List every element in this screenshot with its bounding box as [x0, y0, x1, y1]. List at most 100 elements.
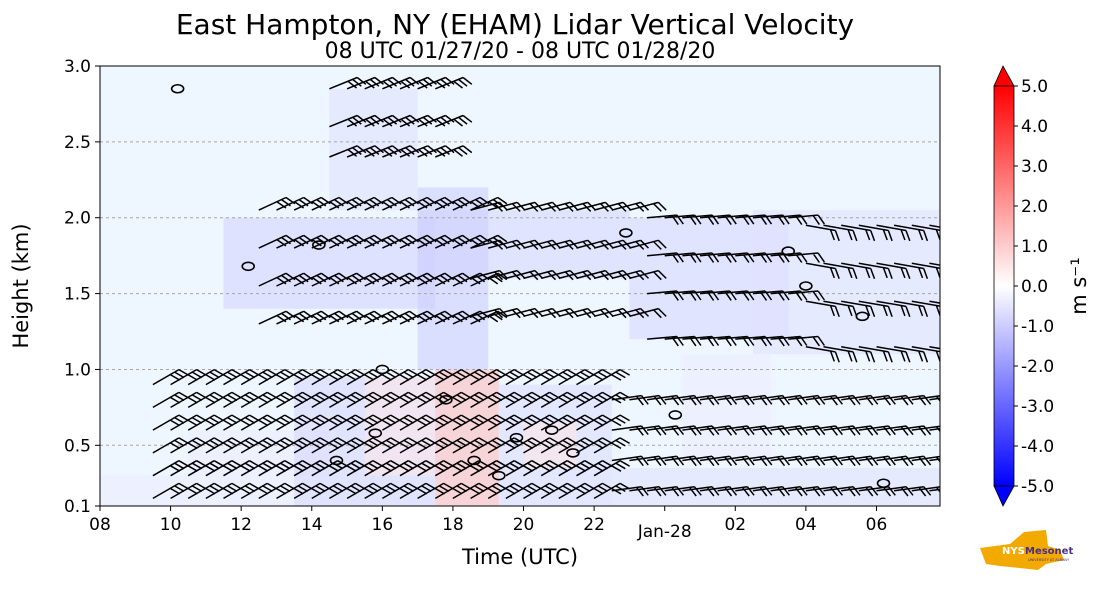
wind-barb [593, 391, 630, 409]
wind-barb [364, 460, 401, 477]
wind-barb [858, 224, 893, 242]
wind-barb [329, 196, 367, 211]
y-tick-label: 2.0 [64, 209, 91, 229]
wind-barb [770, 425, 808, 436]
x-tick-label: 12 [230, 515, 252, 535]
wind-barb [664, 455, 702, 467]
wind-barb [823, 425, 861, 436]
logo-text-university: UNIVERSITY AT ALBANY [1028, 558, 1070, 562]
wind-barb [629, 239, 667, 250]
contour-line [312, 240, 326, 250]
y-tick-label: 0.1 [64, 497, 91, 517]
contour-line [492, 470, 506, 481]
wind-barb [893, 455, 932, 467]
contour-line [241, 261, 256, 272]
wind-barb [452, 368, 489, 386]
wind-barb [841, 300, 876, 317]
wind-barb [170, 414, 207, 431]
x-tick-label: Jan-28 [637, 522, 692, 542]
wind-barb [858, 262, 893, 280]
wind-barb [682, 455, 720, 467]
wind-barb [293, 414, 330, 431]
wind-barb [293, 460, 330, 477]
wind-barb [717, 455, 755, 467]
velocity-region [435, 369, 499, 506]
wind-barb [346, 460, 383, 477]
wind-barb [346, 482, 383, 500]
wind-barb [858, 455, 896, 467]
colorbar-tick-label: 2.0 [1021, 197, 1048, 217]
wind-barb [187, 391, 225, 409]
wind-barb [487, 437, 525, 454]
wind-barb [805, 455, 843, 467]
wind-barb [417, 310, 455, 325]
wind-barb [858, 300, 893, 317]
wind-barb [876, 425, 914, 436]
wind-barb [293, 310, 331, 325]
wind-barb [841, 394, 879, 406]
wind-barb [558, 391, 595, 409]
wind-barb [399, 391, 436, 409]
wind-barb [311, 437, 348, 454]
wind-barb [417, 414, 454, 431]
wind-barb [523, 414, 560, 431]
wind-barb [558, 437, 595, 454]
wind-barb [399, 310, 437, 325]
wind-barb [470, 234, 508, 249]
wind-barb [540, 368, 578, 386]
wind-barb [735, 455, 773, 467]
wind-barb [240, 482, 278, 500]
wind-barb [540, 414, 578, 431]
wind-barb [435, 145, 473, 158]
wind-barb [170, 482, 207, 500]
wind-barb [717, 394, 755, 406]
wind-barb [434, 368, 472, 386]
wind-barb [240, 460, 278, 477]
wind-barb [205, 414, 242, 431]
wind-barb [452, 234, 490, 249]
wind-barb [893, 425, 932, 436]
chart-title: East Hampton, NY (EHAM) Lidar Vertical V… [176, 8, 854, 41]
wind-barb [876, 262, 911, 280]
contour-line [467, 455, 481, 466]
wind-barb [629, 394, 667, 406]
wind-barb [399, 460, 436, 477]
wind-barb [417, 114, 455, 128]
wind-barb [434, 272, 472, 287]
wind-barb [382, 234, 420, 249]
wind-barb [434, 310, 472, 325]
wind-barb [788, 455, 826, 467]
wind-barb [187, 368, 225, 386]
wind-barb [311, 482, 348, 500]
wind-barb [276, 482, 313, 500]
wind-barb [629, 485, 667, 497]
wind-barb [329, 391, 366, 409]
x-tick-label: 20 [513, 515, 535, 535]
wind-barb [452, 482, 489, 500]
wind-barb [152, 482, 189, 500]
wind-barb [911, 262, 940, 279]
wind-barb [893, 485, 932, 497]
wind-barb [505, 414, 542, 431]
wind-barb [364, 391, 401, 409]
wind-barb [523, 437, 560, 454]
wind-barb [823, 224, 858, 242]
wind-barb [841, 485, 879, 497]
wind-barb [505, 437, 542, 454]
wind-barb [717, 485, 755, 497]
x-tick-label: 08 [89, 515, 111, 535]
wind-barb [346, 76, 384, 90]
wind-barb [893, 300, 929, 317]
wind-barb [399, 196, 437, 211]
wind-barb [258, 234, 296, 249]
wind-barb [205, 437, 242, 454]
wind-barb [205, 368, 242, 386]
wind-barb [770, 485, 808, 497]
wind-barb [487, 482, 525, 500]
wind-barb [576, 414, 613, 431]
wind-barb [558, 368, 595, 386]
wind-barb [435, 114, 473, 128]
wind-barb [187, 460, 225, 477]
contour-line [544, 425, 559, 435]
